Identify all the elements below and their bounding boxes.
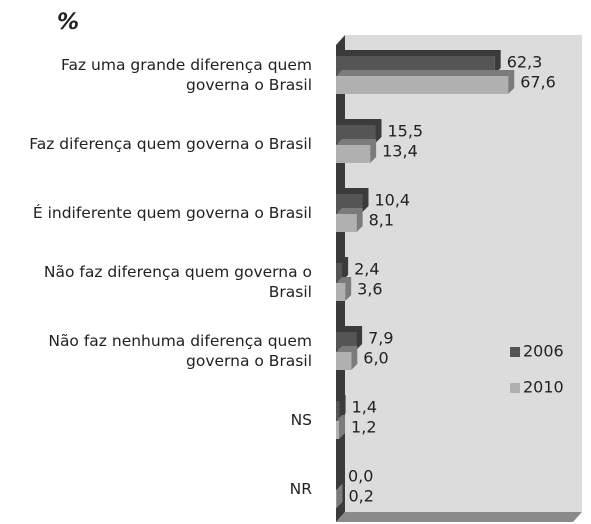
data-label: 62,3 — [507, 53, 543, 72]
category-label: NS — [290, 411, 312, 429]
bar — [336, 125, 376, 143]
bar — [336, 263, 343, 281]
floor — [336, 512, 582, 522]
bar-depth — [336, 464, 342, 488]
bar — [336, 56, 495, 74]
data-label: 0,2 — [349, 487, 374, 506]
data-label: 1,4 — [352, 398, 377, 417]
bar-depth — [336, 484, 343, 508]
bar — [336, 421, 340, 439]
legend-swatch — [510, 347, 520, 357]
category-label: Faz diferença quem governa o Brasil — [29, 135, 312, 153]
data-label: 13,4 — [382, 142, 418, 161]
category-label: É indiferente quem governa o Brasil — [32, 204, 312, 222]
bar — [336, 214, 357, 232]
data-label: 2,4 — [354, 260, 379, 279]
chart-title: % — [57, 10, 80, 35]
category-label: Não faz diferença quem governa o Brasil — [43, 263, 312, 301]
data-label: 10,4 — [374, 191, 410, 210]
legend-swatch — [510, 383, 520, 393]
bar — [336, 490, 337, 508]
legend-label: 2006 — [523, 342, 564, 361]
data-label: 1,2 — [351, 418, 376, 437]
category-label: Não faz nenhuma diferença quem governa o… — [48, 332, 312, 370]
legend-label: 2010 — [523, 378, 564, 397]
bar — [336, 352, 352, 370]
bar — [336, 194, 363, 212]
category-label: NR — [289, 480, 312, 498]
category-label: Faz uma grande diferença quem governa o … — [60, 56, 312, 94]
back-wall — [345, 35, 582, 512]
data-label: 0,0 — [348, 467, 373, 486]
data-label: 67,6 — [520, 73, 556, 92]
bar — [336, 401, 340, 419]
bar — [336, 283, 346, 301]
bar — [336, 332, 357, 350]
data-label: 15,5 — [387, 122, 423, 141]
data-label: 3,6 — [357, 280, 382, 299]
data-label: 8,1 — [369, 211, 394, 230]
bar — [336, 76, 509, 94]
bar — [336, 145, 371, 163]
data-label: 7,9 — [368, 329, 393, 348]
data-label: 6,0 — [363, 349, 388, 368]
